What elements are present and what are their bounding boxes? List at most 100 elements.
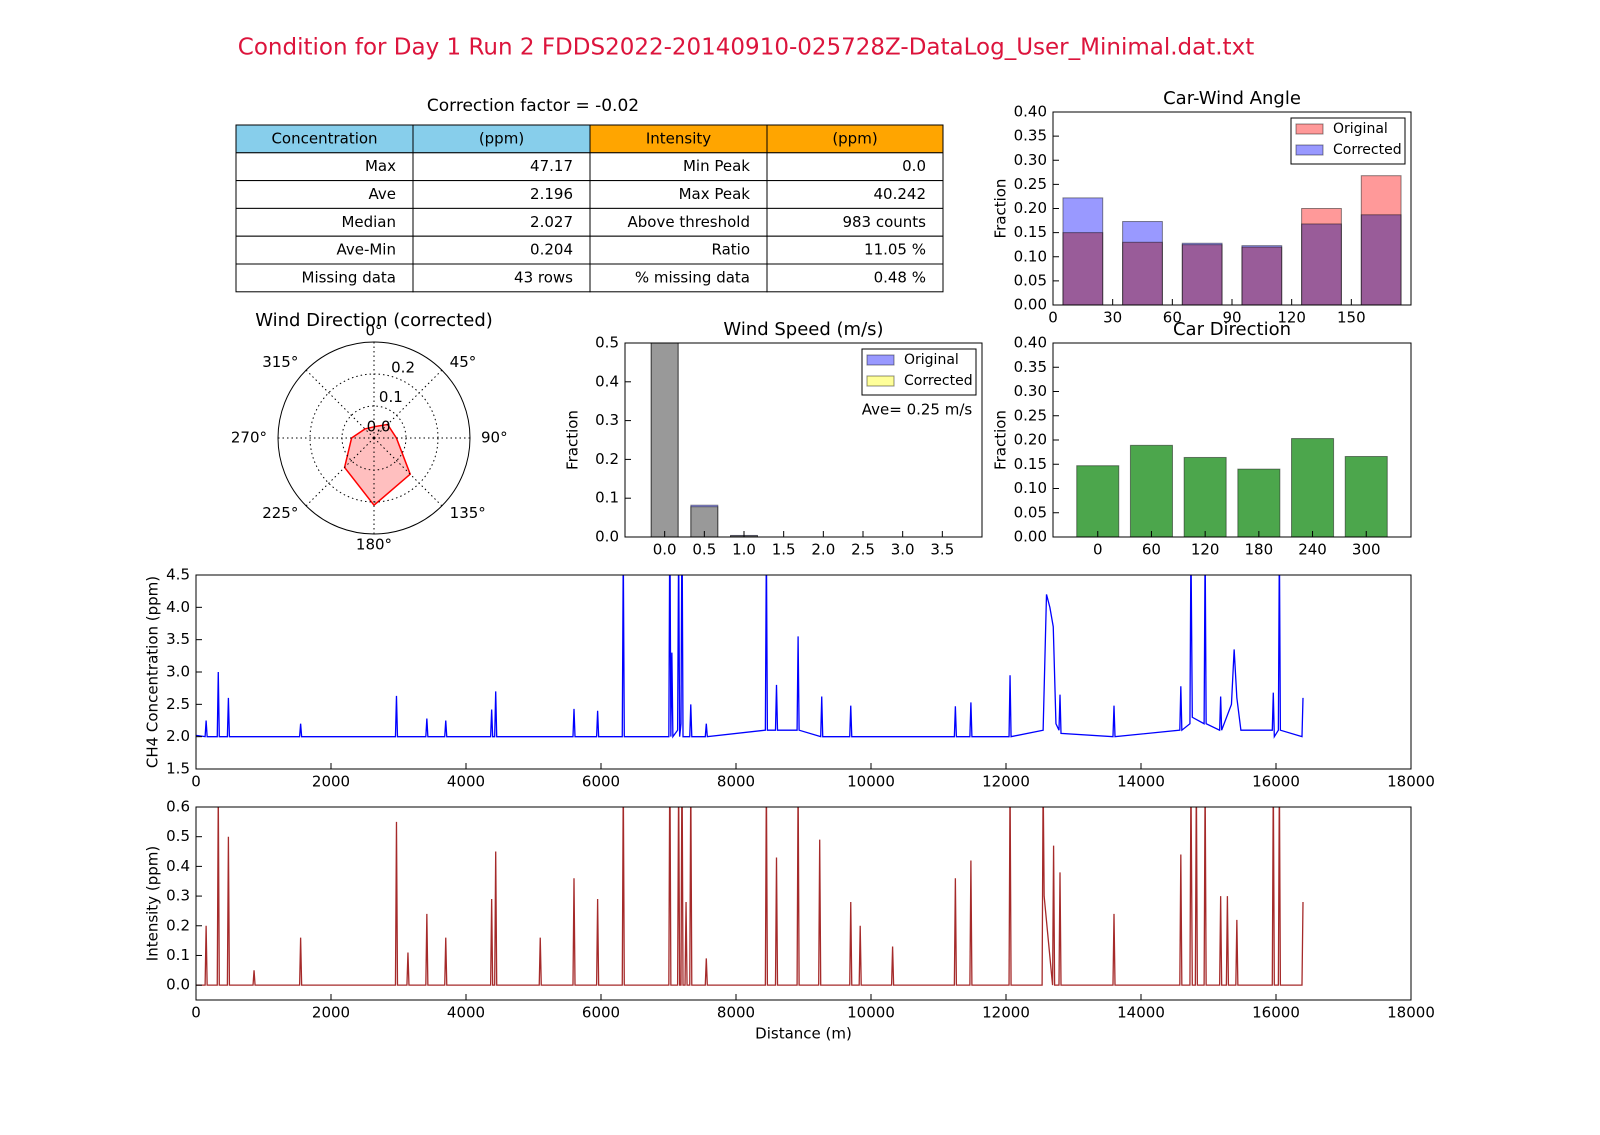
y-tick-label: 0.35 [1014, 358, 1047, 376]
wind-polygon [343, 423, 412, 507]
table-header-text: Concentration [271, 129, 377, 147]
table-cell [412, 152, 591, 182]
y-tick-label: 0.20 [1014, 431, 1047, 449]
x-tick-label: 14000 [1117, 1004, 1165, 1022]
y-tick-label: 0.6 [166, 798, 190, 816]
angle-tick-label: 45° [450, 353, 477, 371]
y-tick-label: 0.0 [595, 528, 619, 546]
y-tick-label: 0.40 [1014, 103, 1047, 121]
y-axis-label: Fraction [992, 410, 1010, 470]
x-tick-label: 16000 [1252, 1004, 1300, 1022]
table-cell [235, 235, 414, 265]
x-tick-label: 60 [1142, 541, 1161, 559]
table-cell [412, 207, 591, 237]
table-cell-text: Missing data [302, 268, 397, 286]
legend-swatch [1295, 144, 1324, 156]
axes-frame [195, 806, 1412, 1001]
radial-tick-label: 0.2 [391, 358, 415, 376]
bar [1076, 465, 1120, 537]
x-tick-label: 18000 [1387, 1004, 1435, 1022]
y-tick-label: 0.30 [1014, 382, 1047, 400]
plot-area [196, 807, 1304, 986]
table-cell-text: 43 rows [514, 268, 573, 286]
table-header-cell [766, 124, 944, 154]
y-tick-label: 0.15 [1014, 455, 1047, 473]
table-header-cell [589, 124, 768, 154]
y-tick-label: 0.40 [1014, 334, 1047, 352]
x-tick-label: 150 [1337, 309, 1366, 327]
plot-background [196, 807, 1411, 1000]
y-tick-label: 0.20 [1014, 199, 1047, 217]
table-cell-text: 47.17 [530, 157, 573, 175]
table-cell [766, 263, 944, 293]
x-tick-label: 10000 [847, 773, 895, 791]
x-tick-label: 0 [191, 1004, 201, 1022]
y-tick-label: 2.5 [166, 695, 190, 713]
y-tick-label: 4.0 [166, 598, 190, 616]
bar [1122, 221, 1163, 305]
table-cell-text: 983 counts [842, 213, 926, 231]
y-tick-label: 2.0 [166, 727, 190, 745]
table-cell-text: % missing data [635, 268, 750, 286]
x-tick-label: 1.0 [732, 541, 756, 559]
line [196, 575, 1304, 739]
angle-tick-label: 90° [481, 429, 508, 447]
bar [1344, 455, 1388, 537]
table-cell-text: Above threshold [628, 213, 750, 231]
x-tick-label: 6000 [582, 1004, 620, 1022]
y-tick-label: 0.3 [595, 411, 619, 429]
radial-tick-label: 0.0 [367, 417, 391, 435]
y-tick-label: 0.1 [166, 946, 190, 964]
x-tick-label: 3.0 [891, 541, 915, 559]
y-tick-label: 0.5 [595, 334, 619, 352]
bar [1291, 438, 1335, 537]
x-tick-label: 60 [1163, 309, 1182, 327]
y-tick-label: 4.5 [166, 566, 190, 584]
bar [650, 343, 679, 537]
y-tick-label: 0.5 [166, 827, 190, 845]
legend-label: Original [1333, 121, 1388, 137]
table-cell-text: Max [365, 157, 396, 175]
table-cell-text: 0.204 [530, 241, 573, 259]
bar [1181, 242, 1223, 305]
polar-frame [277, 341, 471, 535]
x-tick-label: 0 [1093, 541, 1103, 559]
line [196, 807, 1304, 986]
x-tick-label: 120 [1191, 541, 1220, 559]
angle-tick-label: 225° [262, 504, 298, 522]
table-header-text: (ppm) [832, 129, 877, 147]
plot-background [196, 575, 1411, 769]
bar [1237, 468, 1281, 537]
y-tick-label: 3.5 [166, 630, 190, 648]
radial-grid-ring [309, 373, 439, 503]
y-axis-label: CH4 Concentration (ppm) [144, 576, 162, 768]
radial-grid-ring [341, 405, 407, 471]
table-cell [235, 263, 414, 293]
y-tick-label: 0.0 [166, 976, 190, 994]
table-cell-text: Ave [369, 185, 397, 203]
bar [1183, 456, 1227, 537]
y-tick-label: 0.10 [1014, 247, 1047, 265]
x-tick-label: 0.0 [653, 541, 677, 559]
y-tick-label: 0.15 [1014, 223, 1047, 241]
table-cell [766, 152, 944, 182]
x-tick-label: 10000 [847, 1004, 895, 1022]
y-axis-label: Fraction [564, 410, 582, 470]
y-tick-label: 0.4 [166, 857, 190, 875]
angle-tick-label: 180° [356, 536, 392, 554]
table-caption: Correction factor = -0.02 [427, 96, 639, 116]
y-tick-label: 0.10 [1014, 479, 1047, 497]
table-header-text: (ppm) [479, 129, 524, 147]
legend-label: Original [904, 352, 959, 368]
chart-title: Wind Direction (corrected) [255, 310, 493, 331]
table-cell [412, 263, 591, 293]
x-tick-label: 30 [1103, 309, 1122, 327]
chart-title: Car-Wind Angle [1163, 88, 1301, 109]
y-tick-label: 0.25 [1014, 175, 1047, 193]
legend-swatch [866, 354, 895, 366]
table-cell-text: 0.48 % [874, 268, 926, 286]
legend-label: Corrected [1333, 142, 1402, 158]
axes-frame [624, 342, 983, 538]
bar [1129, 444, 1173, 537]
y-tick-label: 0.35 [1014, 127, 1047, 145]
